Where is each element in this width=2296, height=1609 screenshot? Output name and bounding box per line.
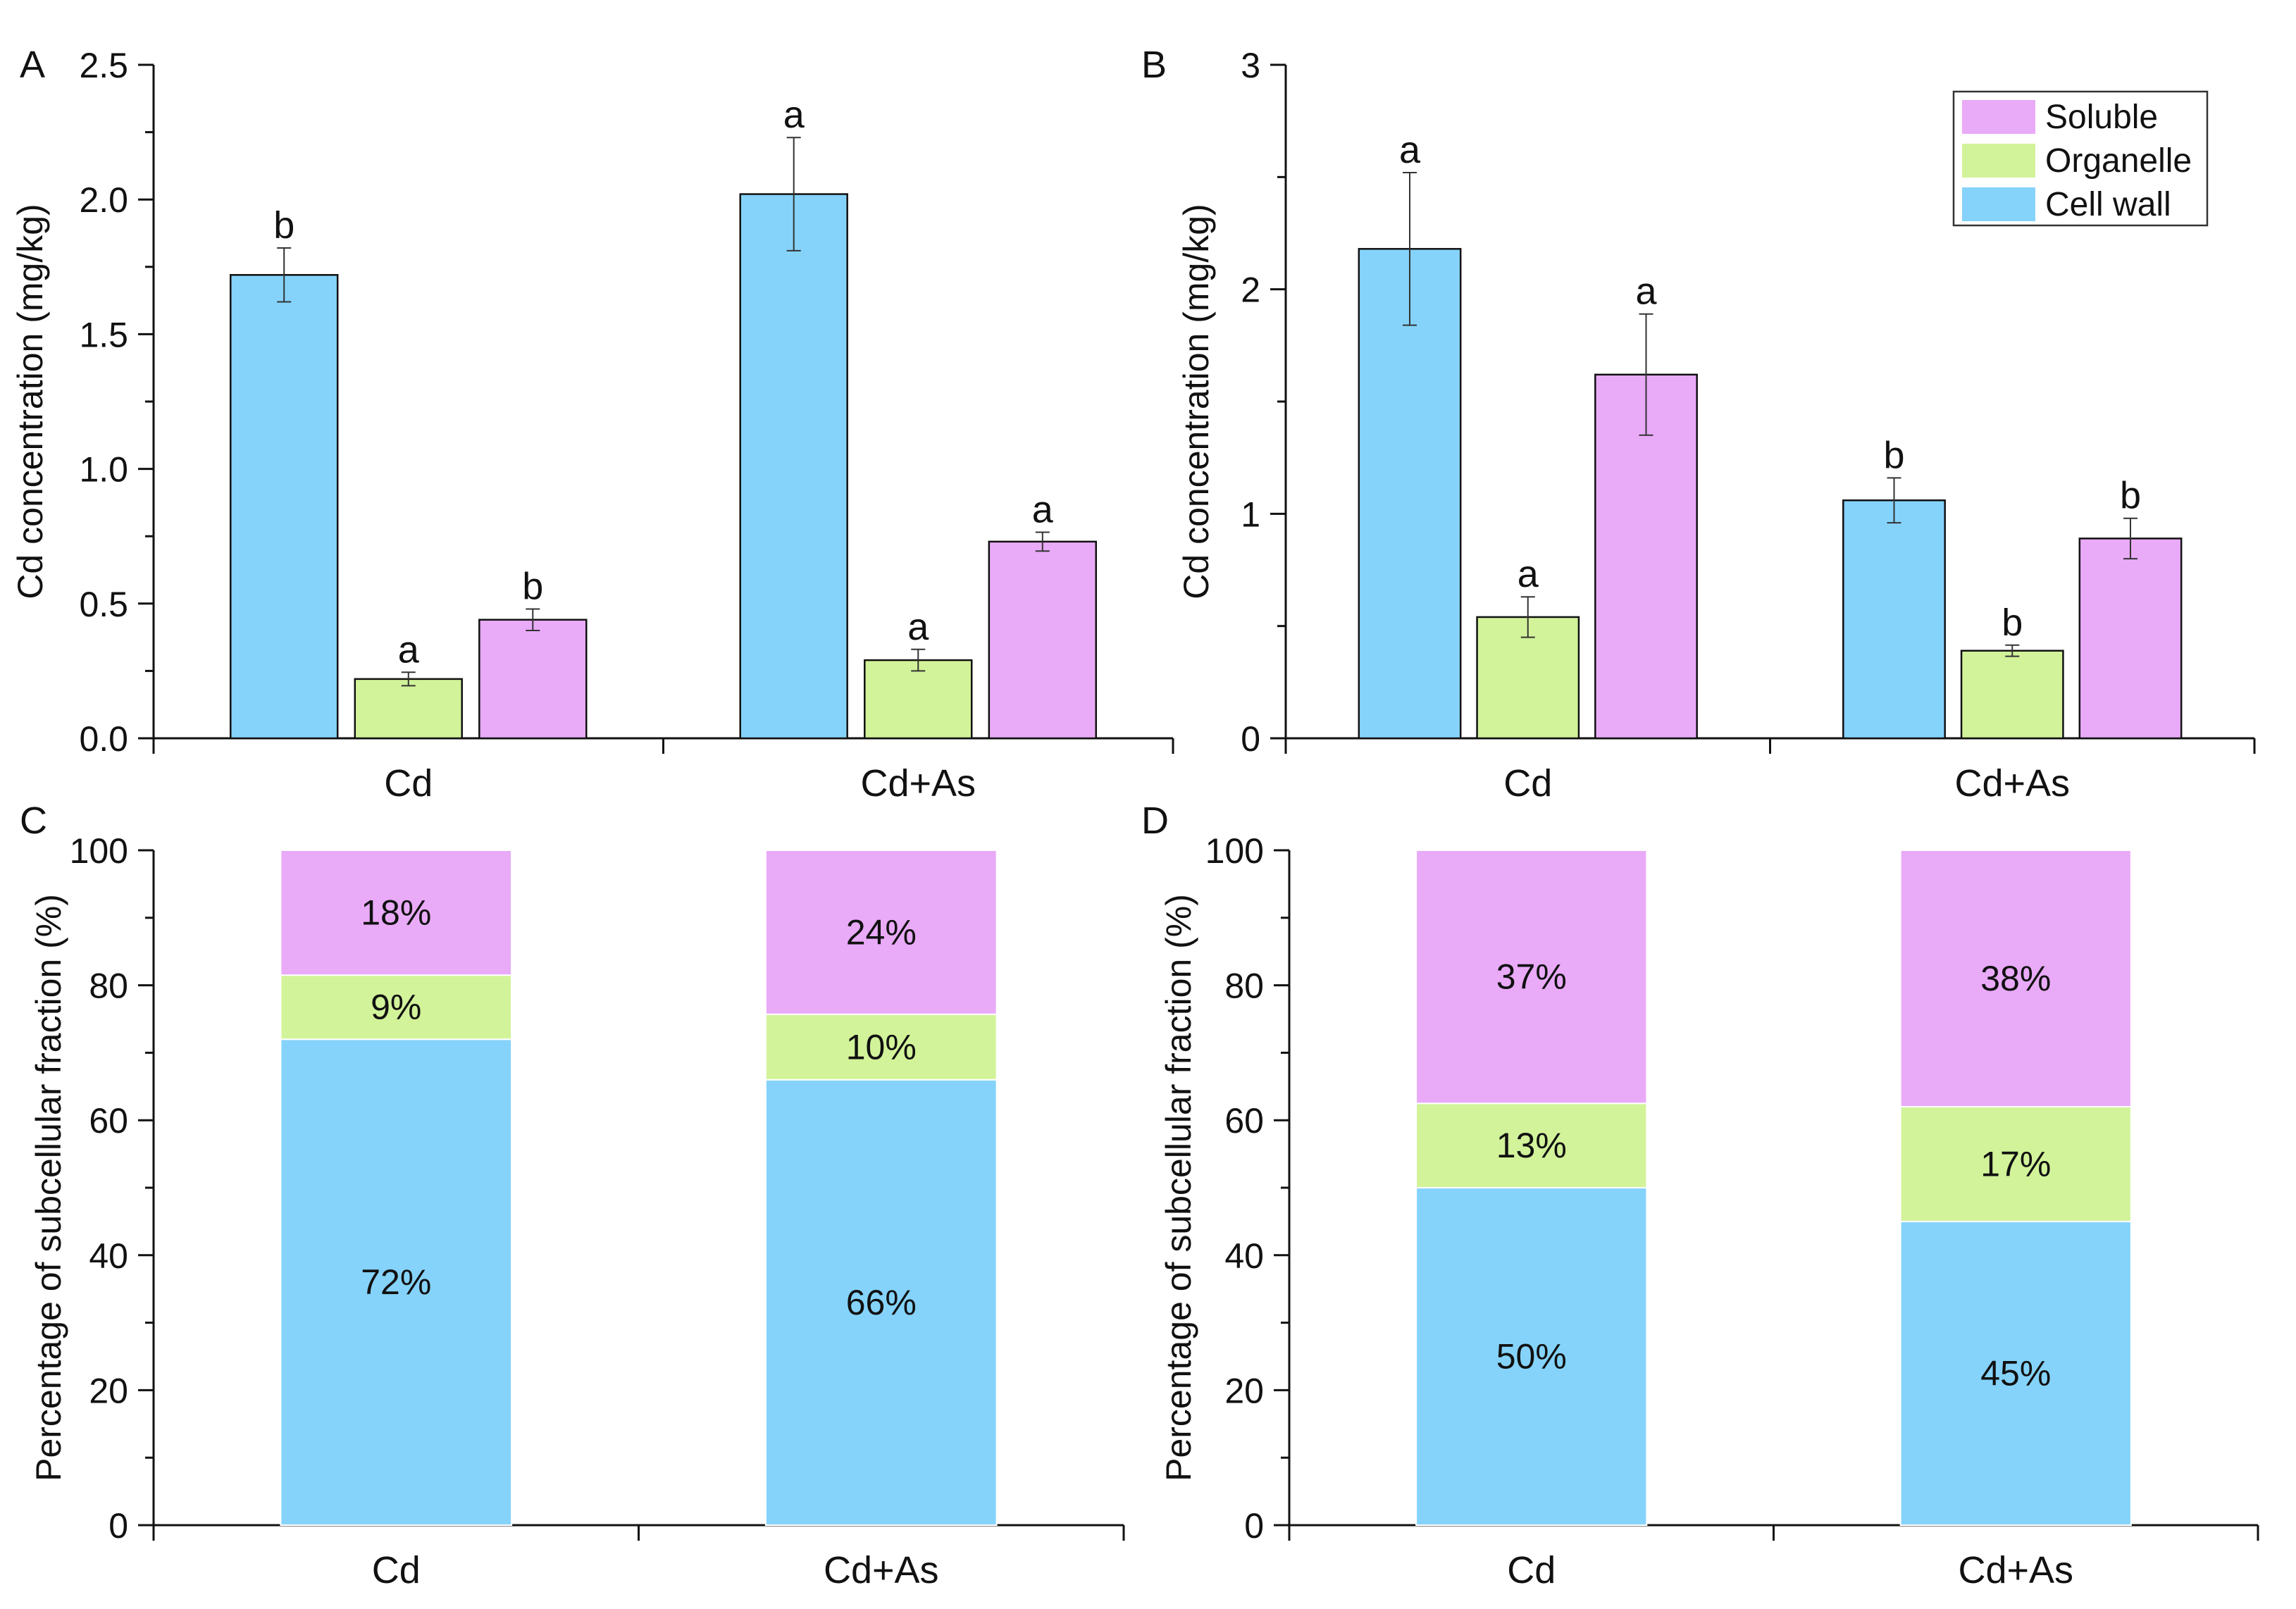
- panel-a-bar-soluble: [478, 619, 588, 740]
- panel-b-bar-organelle: [1960, 650, 2064, 740]
- panel-a-significance-letter: a: [783, 94, 805, 136]
- panel-c-ytick-label: 0: [108, 1506, 128, 1546]
- panel-d-segment-label: 50%: [1496, 1337, 1567, 1377]
- panel-c-xtick-label: Cd: [372, 1549, 421, 1591]
- panel-d-ytick-label: 20: [1224, 1371, 1264, 1410]
- panel-c-ytick-label: 40: [89, 1236, 128, 1276]
- panel-a-ytick-label: 1.5: [79, 315, 128, 354]
- panel-b-ytick-label: 0: [1241, 719, 1260, 759]
- panel-c-segment-soluble: [764, 850, 998, 1015]
- panel-d-xtick-label: Cd: [1507, 1549, 1556, 1591]
- panel-c-segment-label: 72%: [361, 1262, 431, 1302]
- panel-c-segment-organelle: [280, 974, 513, 1040]
- panel-c-segment-organelle: [764, 1013, 998, 1081]
- panel-a-significance-letter: b: [273, 204, 294, 247]
- panel-b-significance-letter: b: [2120, 475, 2141, 517]
- panel-c-segment-cell-wall: [764, 1079, 998, 1526]
- legend-label-soluble: Soluble: [2045, 99, 2158, 136]
- panel-b-significance-letter: a: [1635, 271, 1657, 313]
- panel-a-ytick-label: 2.0: [79, 180, 128, 220]
- panel-a-ytick-label: 1.0: [79, 450, 128, 490]
- panel-d-segment-cell-wall: [1415, 1187, 1648, 1526]
- panel-b-xtick-label: Cd: [1503, 762, 1552, 804]
- legend-label-organelle: Organelle: [2045, 142, 2192, 180]
- panel-d-segment-label: 37%: [1496, 957, 1567, 997]
- panel-c-segment-soluble: [280, 850, 513, 976]
- panel-a-significance-letter: a: [907, 606, 929, 648]
- legend-swatch-organelle: [1962, 144, 2035, 178]
- panel-c-segment-label: 9%: [371, 988, 421, 1027]
- panel-c-ytick-label: 60: [89, 1101, 128, 1141]
- panel-d-ytick-label: 80: [1224, 967, 1264, 1006]
- panel-b-significance-letter: b: [1883, 434, 1904, 476]
- panel-a-significance-letter: a: [398, 628, 420, 671]
- panel-b-label: B: [1141, 44, 1167, 86]
- panel-d-ytick-label: 0: [1244, 1506, 1264, 1546]
- panel-a-label: A: [20, 44, 45, 86]
- panel-a-ytick-label: 2.5: [79, 46, 128, 85]
- panel-b-ylabel: Cd concentration (mg/kg): [1177, 204, 1216, 599]
- panel-d-xtick-label: Cd+As: [1958, 1549, 2073, 1591]
- panel-d-segment-label: 13%: [1496, 1126, 1567, 1165]
- panel-a-ytick-label: 0.5: [79, 585, 128, 624]
- panel-b-ytick-label: 3: [1241, 46, 1260, 85]
- panel-c-segment-label: 10%: [846, 1027, 917, 1067]
- panel-b-bar-cell-wall: [1842, 499, 1946, 740]
- panel-b-bar-cell-wall: [1358, 248, 1462, 740]
- panel-b-xtick-label: Cd+As: [1954, 762, 2070, 804]
- panel-c-segment-cell-wall: [280, 1038, 513, 1526]
- panel-d-ytick-label: 40: [1224, 1236, 1264, 1276]
- panel-a-bar-organelle: [864, 659, 973, 740]
- panel-d-ytick-label: 100: [1205, 831, 1264, 871]
- panel-c-ytick-label: 100: [70, 831, 128, 871]
- panel-a-significance-letter: b: [522, 565, 543, 607]
- panel-a-bar-soluble: [988, 540, 1098, 740]
- panel-d-segment-cell-wall: [1899, 1220, 2132, 1527]
- panel-c-ytick-label: 20: [89, 1371, 128, 1410]
- panel-c-ylabel: Percentage of subcellular fraction (%): [29, 894, 68, 1481]
- panel-d-ytick-label: 60: [1224, 1101, 1264, 1141]
- legend-swatch-soluble: [1962, 100, 2035, 134]
- panel-d-segment-label: 45%: [1980, 1353, 2051, 1393]
- panel-d-ylabel: Percentage of subcellular fraction (%): [1159, 894, 1198, 1481]
- legend-label-cell-wall: Cell wall: [2045, 186, 2171, 223]
- panel-b-significance-letter: a: [1399, 129, 1421, 171]
- panel-a-xtick-label: Cd: [384, 762, 433, 804]
- panel-a-bar-organelle: [354, 678, 463, 740]
- panel-c-segment-label: 18%: [361, 893, 431, 933]
- panel-d-segment-soluble: [1899, 850, 2132, 1108]
- panel-d-segment-label: 17%: [1980, 1144, 2051, 1184]
- panel-d-segment-label: 38%: [1980, 959, 2051, 998]
- panel-a-xtick-label: Cd+As: [860, 762, 976, 804]
- panel-c-label: C: [20, 800, 47, 842]
- panel-c-xtick-label: Cd+As: [824, 1549, 939, 1591]
- panel-a-ylabel: Cd concentration (mg/kg): [11, 204, 50, 599]
- panel-d-segment-soluble: [1415, 850, 1648, 1105]
- panel-b-significance-letter: b: [2002, 602, 2023, 644]
- panel-a-ytick-label: 0.0: [79, 719, 128, 759]
- panel-b-ytick-label: 1: [1241, 495, 1260, 534]
- panel-c-segment-label: 24%: [846, 912, 917, 952]
- panel-d-label: D: [1141, 800, 1169, 842]
- panel-a-bar-cell-wall: [739, 193, 848, 740]
- panel-b-significance-letter: a: [1518, 553, 1539, 595]
- panel-d-segment-organelle: [1899, 1106, 2132, 1222]
- panel-b-bar-soluble: [2078, 538, 2183, 740]
- panel-b-ytick-label: 2: [1241, 271, 1260, 310]
- panel-c-segment-label: 66%: [846, 1283, 917, 1322]
- legend-swatch-cell-wall: [1962, 187, 2035, 221]
- panel-a-bar-cell-wall: [229, 274, 339, 740]
- panel-a-significance-letter: a: [1032, 488, 1054, 530]
- panel-c-ytick-label: 80: [89, 967, 128, 1006]
